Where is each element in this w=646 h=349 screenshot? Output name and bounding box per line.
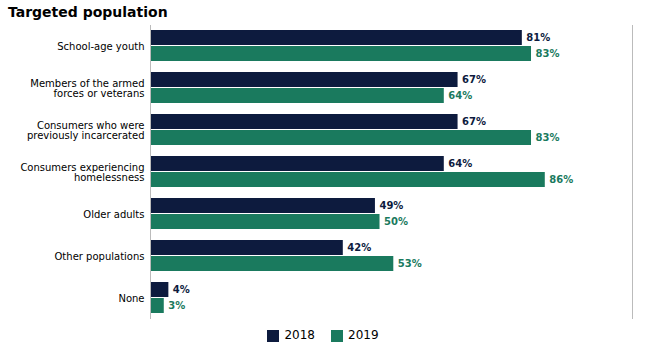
svg-text:83%: 83% <box>536 48 560 59</box>
svg-text:Consumers who werepreviously i: Consumers who werepreviously incarcerate… <box>27 120 145 141</box>
svg-text:3%: 3% <box>168 300 185 311</box>
html-text:2018: 2018 <box>284 328 315 342</box>
svg-text:53%: 53% <box>398 258 422 269</box>
svg-text:83%: 83% <box>536 132 560 143</box>
svg-text:49%: 49% <box>379 200 403 211</box>
svg-text:Older adults: Older adults <box>83 209 144 220</box>
svg-text:67%: 67% <box>462 74 486 85</box>
svg-text:School-age youth: School-age youth <box>57 41 144 52</box>
svg-text:42%: 42% <box>347 242 371 253</box>
svg-text:None: None <box>118 293 144 304</box>
svg-text:Other populations: Other populations <box>55 251 145 262</box>
svg-text:64%: 64% <box>448 90 472 101</box>
svg-text:64%: 64% <box>448 158 472 169</box>
svg-text:67%: 67% <box>462 116 486 127</box>
html-text:Targeted population: Targeted population <box>8 4 168 20</box>
svg-text:Members of the armedforces or: Members of the armedforces or veterans <box>30 78 144 99</box>
svg-text:86%: 86% <box>549 174 573 185</box>
html-text:2019: 2019 <box>348 328 379 342</box>
svg-text:81%: 81% <box>526 32 550 43</box>
svg-text:50%: 50% <box>384 216 408 227</box>
svg-text:4%: 4% <box>173 284 190 295</box>
svg-text:Consumers experiencinghomeless: Consumers experiencinghomelessness <box>20 162 144 183</box>
